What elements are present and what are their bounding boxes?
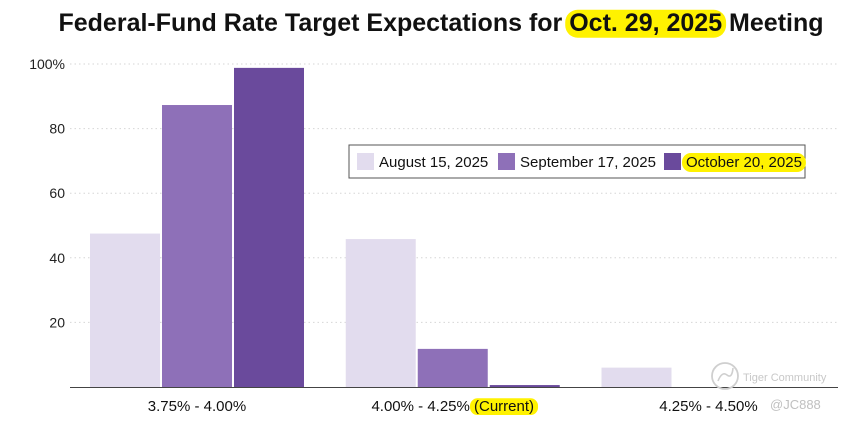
watermark-handle: @JC888 [770,397,821,412]
legend-item[interactable]: August 15, 2025 [357,153,488,171]
y-tick-label: 60 [49,185,65,201]
bar [489,385,560,387]
title-part: Oct. 29, 2025 [569,9,722,37]
y-tick-label: 100% [29,56,65,72]
bar [90,233,160,387]
x-category-label-part: 3.75% - 4.00% [148,398,246,415]
bar [601,367,672,387]
title-text: Federal-Fund Rate Target Expectations fo… [58,9,823,37]
y-tick-label: 80 [49,121,65,137]
watermark: Tiger Community @JC888 [711,362,827,412]
tiger-logo-icon [711,362,739,390]
x-category-label-highlight [470,398,539,416]
legend-swatch [664,153,681,170]
y-axis-ticks: 20 40 60 80 100% [29,56,65,330]
chart-title: Federal-Fund Rate Target Expectations fo… [58,9,824,38]
x-category-label-part: 4.25% - 4.50% [659,398,757,415]
x-category-label-text: 3.75% - 4.00% [148,398,246,415]
legend[interactable]: August 15, 2025 September 17, 2025 October… [348,144,806,179]
watermark-brand: Tiger Community [743,372,827,384]
legend-label: October 20, 2025 [686,154,802,171]
bar [162,105,232,388]
legend-item[interactable]: October 20, 2025 [664,153,806,172]
title-highlight [565,9,727,38]
legend-label-highlight [682,153,806,172]
bar [345,239,416,387]
title-part: Meeting [722,9,823,37]
legend-item[interactable]: September 17, 2025 [498,153,656,171]
x-category-label-part: (Current) [474,398,534,415]
y-tick-label: 40 [49,250,65,266]
bar [417,348,488,387]
grid-lines [70,63,838,323]
bar [234,67,304,387]
legend-label: September 17, 2025 [520,154,656,171]
legend-swatch [498,153,515,170]
legend-label: August 15, 2025 [379,154,488,171]
title-part: Federal-Fund Rate Target Expectations fo… [58,9,569,37]
x-category-label-part: 4.00% - 4.25% [371,398,474,415]
x-axis-categories: 3.75% - 4.00% 4.00% - 4.25% (Current) 4.25… [148,398,758,416]
x-category-label-text: 4.00% - 4.25% (Current) [371,398,534,415]
y-tick-label: 20 [49,314,65,330]
bars [90,67,672,388]
x-category-label-text: 4.25% - 4.50% [659,398,757,415]
legend-swatch [357,153,374,170]
